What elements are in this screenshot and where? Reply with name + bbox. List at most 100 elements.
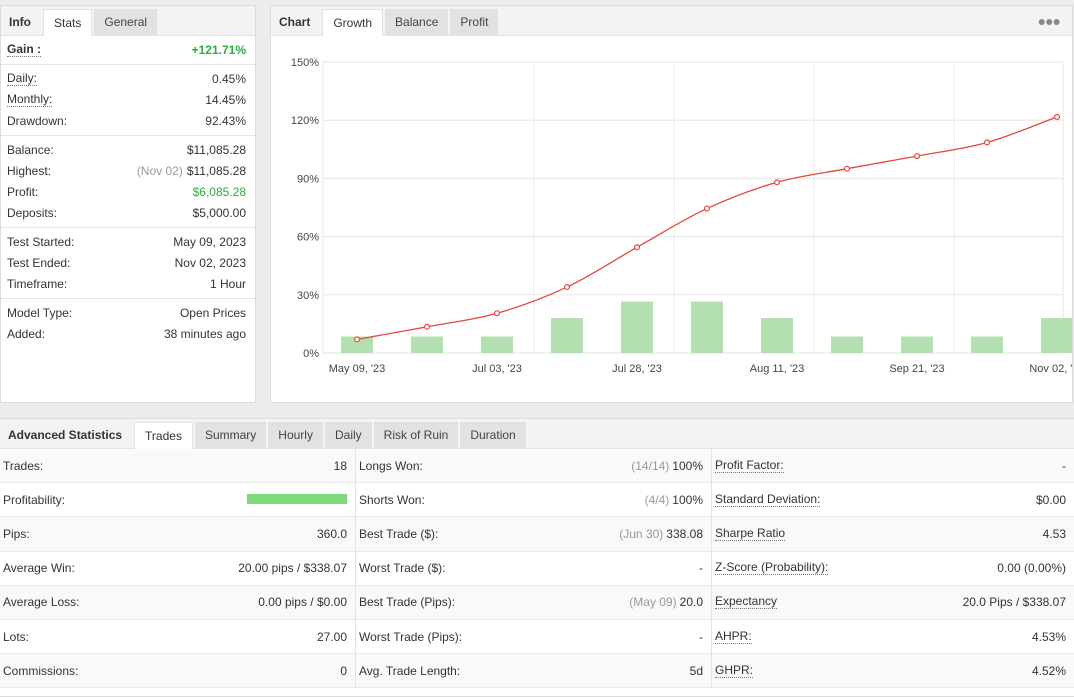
stats-column-1: Trades: 18 Profitability: Pips: 360.0 Average… [0,449,356,689]
stats-value-wrap: 4.53% [1032,630,1066,644]
stats-row: Standard Deviation: $0.00 [712,483,1074,518]
stats-value-wrap: 4.52% [1032,664,1066,678]
stats-value-wrap: 20.0 Pips / $338.07 [963,595,1066,609]
stats-row: Pips: 360.0 [0,517,355,552]
x-tick-label: Aug 11, '23 [750,363,805,375]
tab-summary[interactable]: Summary [194,422,267,448]
growth-point[interactable] [983,139,990,146]
tab-profit[interactable]: Profit [450,9,499,35]
stats-label[interactable]: Sharpe Ratio [715,525,786,541]
gain-label[interactable]: Gain : [7,41,42,57]
y-tick-label: 60% [297,232,319,244]
test-started-label: Test Started: [7,234,75,249]
stats-value-wrap: 27.00 [317,630,347,644]
tab-growth[interactable]: Growth [322,9,384,36]
growth-bar [831,336,863,353]
stats-value: 100% [672,492,703,507]
stats-value-wrap: 20.00 pips / $338.07 [238,561,347,575]
gain-row: Gain : +121.71% [1,39,255,60]
stats-label[interactable]: Profit Factor: [715,457,784,473]
growth-point[interactable] [353,336,360,343]
more-dots-icon[interactable]: ●●● [1037,13,1061,29]
growth-point[interactable] [1053,113,1060,120]
highest-label: Highest: [7,163,52,178]
growth-point[interactable] [774,179,781,186]
stats-row: Best Trade (Pips): (May 09) 20.0 [356,585,711,620]
stats-label: Worst Trade (Pips): [359,629,463,644]
adv-tabbar: Advanced Statistics Trades Summary Hourl… [0,419,1074,449]
growth-point[interactable] [494,310,501,317]
test-started-row: Test Started: May 09, 2023 [1,231,255,252]
balance-label: Balance: [7,142,54,157]
stats-row: Trades: 18 [0,449,355,484]
profit-row: Profit: $6,085.28 [1,181,255,202]
stats-row: Profitability: [0,483,355,518]
tab-duration[interactable]: Duration [460,422,526,448]
tab-trades[interactable]: Trades [134,422,193,449]
tab-hourly[interactable]: Hourly [268,422,323,448]
growth-point[interactable] [913,153,920,160]
drawdown-row: Drawdown: 92.43% [1,110,255,131]
daily-label[interactable]: Daily: [7,70,38,86]
tab-advanced-statistics: Advanced Statistics [8,428,123,442]
chart-panel: Chart Growth Balance Profit ●●● 0% 30% 60%… [270,5,1073,403]
stats-label[interactable]: Expectancy [715,594,778,610]
highest-row: Highest: (Nov 02) $11,085.28 [1,160,255,181]
stats-label[interactable]: AHPR: [715,628,752,644]
tab-general[interactable]: General [94,9,158,35]
stats-label[interactable]: Standard Deviation: [715,491,821,507]
highest-value-wrap: (Nov 02) $11,085.28 [137,164,246,178]
added-value: 38 minutes ago [163,326,246,341]
stats-muted: (4/4) [644,492,670,507]
stats-row: Avg. Trade Length: 5d [356,654,711,689]
x-tick-label: Sep 21, '23 [889,363,944,375]
tab-stats[interactable]: Stats [43,9,93,36]
stats-label: Worst Trade ($): [359,561,446,576]
stats-label: Trades: [3,458,44,473]
stats-value: 338.08 [666,526,703,541]
stats-label: Average Win: [3,561,75,576]
stats-grid: Trades: 18 Profitability: Pips: 360.0 Average… [0,449,1074,689]
stats-value-wrap: (4/4) 100% [645,493,703,507]
tab-balance[interactable]: Balance [385,9,449,35]
deposits-value: $5,000.00 [192,205,246,220]
stats-label: Average Loss: [3,595,80,610]
growth-point[interactable] [843,165,850,172]
stats-label[interactable]: Z-Score (Probability): [715,560,829,576]
stats-value: 20.0 [679,595,703,610]
info-tabbar: Info Stats General [1,6,255,36]
balance-value: $11,085.28 [186,142,246,157]
stats-value: - [1062,458,1066,473]
stats-value-wrap: 360.0 [317,527,347,541]
stats-row: Expectancy 20.0 Pips / $338.07 [712,585,1074,620]
growth-bar [481,336,513,353]
timeframe-value: 1 Hour [209,276,246,291]
stats-row: Longs Won: (14/14) 100% [356,449,711,484]
daily-value: 0.45% [211,71,246,86]
daily-row: Daily: 0.45% [1,68,255,89]
rates-group: Daily: 0.45% Monthly: 14.45% Drawdown: 9… [1,65,255,136]
growth-point[interactable] [564,284,571,291]
growth-point[interactable] [704,205,711,212]
stats-value: 0 [340,663,347,678]
growth-point[interactable] [634,244,641,251]
stats-value: 0.00 pips / $0.00 [258,595,347,610]
growth-point[interactable] [424,323,431,330]
growth-bar [341,336,373,353]
timeframe-label: Timeframe: [7,276,68,291]
stats-row: Worst Trade ($): - [356,552,711,586]
tab-daily[interactable]: Daily [324,422,372,448]
stats-row: GHPR: 4.52% [712,654,1074,689]
monthly-label[interactable]: Monthly: [7,91,53,107]
stats-label[interactable]: GHPR: [715,662,754,678]
stats-muted: (May 09) [629,595,677,610]
stats-value: 27.00 [316,629,347,644]
stats-label: Avg. Trade Length: [359,663,461,678]
profit-value: $6,085.28 [192,184,246,199]
stats-row: Z-Score (Probability): 0.00 (0.00%) [712,552,1074,586]
tab-risk-of-ruin[interactable]: Risk of Ruin [373,422,459,448]
stats-value-wrap: 18 [334,459,347,473]
stats-value-wrap: 0.00 pips / $0.00 [258,595,347,609]
stats-value-wrap: 0 [340,664,347,678]
stats-label: Lots: [3,629,30,644]
